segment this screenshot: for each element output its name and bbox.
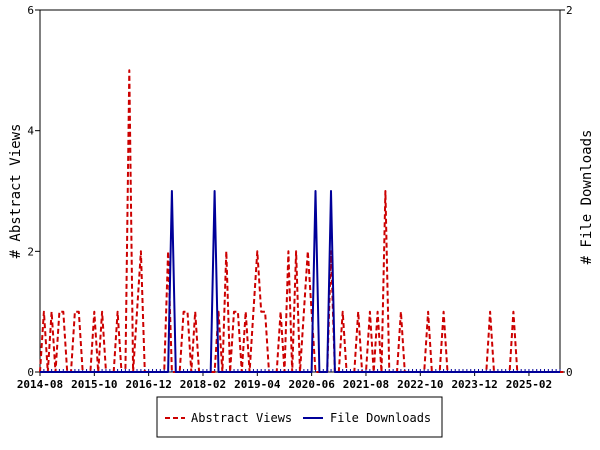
series-layer bbox=[39, 69, 564, 373]
y-axis-right-label: # File Downloads bbox=[579, 130, 595, 265]
x-axis-tick-label: 2023-12 bbox=[451, 378, 497, 391]
series-file-downloads-line bbox=[40, 190, 560, 373]
x-axis-tick-label: 2019-04 bbox=[234, 378, 281, 391]
x-axis-tick-label: 2020-06 bbox=[288, 378, 335, 391]
right-axis-tick-label: 0 bbox=[566, 366, 573, 379]
legend-label-file-downloads: File Downloads bbox=[330, 411, 431, 425]
left-axis-tick-label: 2 bbox=[27, 245, 34, 258]
right-axis-ticks: 02 bbox=[560, 4, 573, 379]
x-axis-tick-label: 2022-10 bbox=[397, 378, 443, 391]
x-axis-tick-label: 2014-08 bbox=[17, 378, 63, 391]
x-axis-tick-label: 2025-02 bbox=[506, 378, 552, 391]
left-axis-tick-label: 0 bbox=[27, 366, 34, 379]
x-axis-tick-label: 2021-08 bbox=[343, 378, 389, 391]
legend-box bbox=[156, 396, 443, 438]
y-axis-left-label: # Abstract Views bbox=[8, 124, 24, 259]
left-axis-tick-label: 4 bbox=[27, 125, 34, 138]
right-axis-tick-label: 2 bbox=[566, 4, 573, 17]
left-axis-tick-label: 6 bbox=[27, 4, 34, 17]
x-axis-tick-label: 2018-02 bbox=[180, 378, 226, 391]
legend-label-abstract-views: Abstract Views bbox=[191, 411, 292, 425]
left-axis-ticks: 0 2 4 6 bbox=[27, 4, 40, 379]
x-axis-tick-label: 2016-12 bbox=[125, 378, 171, 391]
x-axis-tick-label: 2015-10 bbox=[71, 378, 117, 391]
legend: Abstract Views File Downloads bbox=[156, 396, 443, 438]
